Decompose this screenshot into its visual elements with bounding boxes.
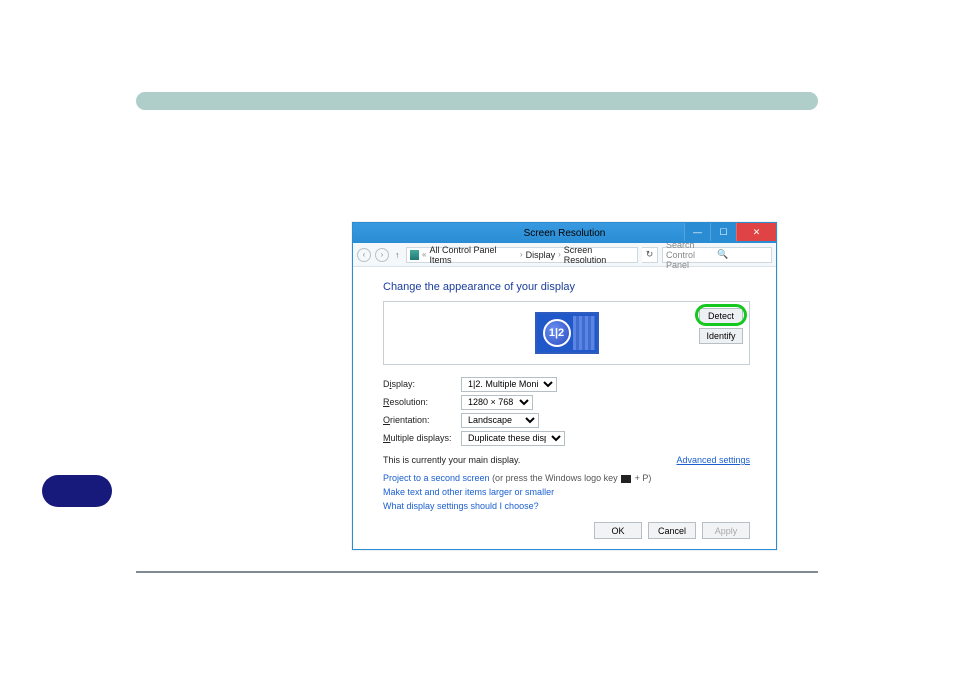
orientation-select[interactable]: Landscape	[461, 413, 539, 428]
display-settings-form: Display: 1|2. Multiple Monitors Resoluti…	[383, 375, 750, 447]
close-button[interactable]: ✕	[736, 223, 776, 241]
multiple-displays-label: Multiple displays:	[383, 433, 461, 443]
chevron-right-icon: ›	[520, 250, 523, 259]
identify-button[interactable]: Identify	[699, 328, 743, 344]
resolution-label: Resolution:	[383, 397, 461, 407]
project-link-line: Project to a second screen (or press the…	[383, 471, 750, 485]
page-heading: Change the appearance of your display	[383, 281, 750, 293]
project-link[interactable]: Project to a second screen	[383, 473, 490, 483]
resolution-row: Resolution: 1280 × 768	[383, 393, 750, 411]
ok-button[interactable]: OK	[594, 522, 642, 539]
screen-resolution-window: Screen Resolution — ☐ ✕ ‹ › ↑ « All Cont…	[352, 222, 777, 550]
chevron-right-icon: «	[422, 250, 426, 259]
display-arrangement-area[interactable]: 1|2 Detect Identify	[383, 301, 750, 365]
chevron-right-icon: ›	[558, 250, 561, 259]
breadcrumb-item[interactable]: Screen Resolution	[564, 245, 634, 265]
search-input[interactable]: Search Control Panel 🔍	[662, 247, 772, 263]
window-content: Change the appearance of your display 1|…	[353, 267, 776, 549]
breadcrumb-item[interactable]: All Control Panel Items	[430, 245, 517, 265]
monitor-preview[interactable]: 1|2	[535, 312, 599, 354]
navigation-toolbar: ‹ › ↑ « All Control Panel Items › Displa…	[353, 243, 776, 267]
forward-button[interactable]: ›	[375, 248, 389, 262]
resolution-select[interactable]: 1280 × 768	[461, 395, 533, 410]
maximize-button[interactable]: ☐	[710, 223, 736, 241]
monitor-badge: 1|2	[543, 319, 571, 347]
search-placeholder: Search Control Panel	[666, 240, 717, 270]
multiple-displays-select[interactable]: Duplicate these displays	[461, 431, 565, 446]
windows-key-icon	[621, 475, 631, 483]
display-side-buttons: Detect Identify	[699, 308, 743, 344]
back-button[interactable]: ‹	[357, 248, 371, 262]
advanced-settings-link[interactable]: Advanced settings	[676, 455, 750, 465]
window-controls: — ☐ ✕	[684, 223, 776, 241]
decorative-side-pill	[42, 475, 112, 507]
breadcrumb-item[interactable]: Display	[526, 250, 556, 260]
display-row: Display: 1|2. Multiple Monitors	[383, 375, 750, 393]
refresh-button[interactable]: ↻	[642, 247, 658, 263]
detect-button[interactable]: Detect	[699, 308, 743, 324]
project-hint-a: (or press the Windows logo key	[490, 473, 621, 483]
orientation-label: Orientation:	[383, 415, 461, 425]
dialog-footer-buttons: OK Cancel Apply	[594, 522, 750, 539]
control-panel-icon	[410, 250, 420, 260]
display-select[interactable]: 1|2. Multiple Monitors	[461, 377, 557, 392]
window-title: Screen Resolution	[524, 228, 606, 239]
up-button[interactable]: ↑	[393, 250, 402, 260]
cancel-button[interactable]: Cancel	[648, 522, 696, 539]
orientation-row: Orientation: Landscape	[383, 411, 750, 429]
minimize-button[interactable]: —	[684, 223, 710, 241]
multiple-displays-row: Multiple displays: Duplicate these displ…	[383, 429, 750, 447]
project-hint-b: + P)	[632, 473, 651, 483]
search-icon: 🔍	[717, 249, 768, 260]
text-size-link[interactable]: Make text and other items larger or smal…	[383, 485, 750, 499]
breadcrumb[interactable]: « All Control Panel Items › Display › Sc…	[406, 247, 639, 263]
which-settings-link[interactable]: What display settings should I choose?	[383, 499, 750, 513]
main-display-note-row: This is currently your main display. Adv…	[383, 455, 750, 465]
display-label: Display:	[383, 379, 461, 389]
decorative-bottom-rule	[136, 571, 818, 573]
main-display-note: This is currently your main display.	[383, 455, 520, 465]
window-titlebar[interactable]: Screen Resolution — ☐ ✕	[353, 223, 776, 243]
help-links: Project to a second screen (or press the…	[383, 471, 750, 513]
decorative-top-bar	[136, 92, 818, 110]
apply-button[interactable]: Apply	[702, 522, 750, 539]
